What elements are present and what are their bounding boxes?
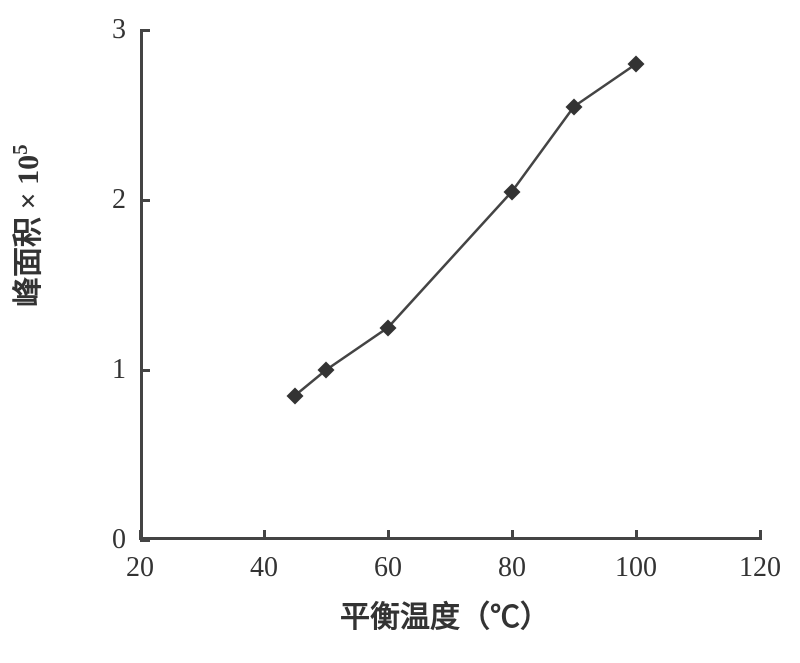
y-axis-label: 峰面积 × 105 (3, 267, 47, 307)
x-tick (635, 530, 638, 540)
x-tick (263, 530, 266, 540)
x-tick-label: 80 (498, 552, 526, 584)
x-tick-label: 20 (126, 552, 154, 584)
x-tick-label: 100 (615, 552, 657, 584)
x-tick (387, 530, 390, 540)
y-tick-label: 1 (112, 354, 126, 386)
y-tick-label: 0 (112, 524, 126, 556)
x-tick-label: 120 (739, 552, 781, 584)
y-tick (140, 369, 150, 372)
plot-area (140, 30, 760, 540)
x-tick (139, 530, 142, 540)
x-tick-label: 40 (250, 552, 278, 584)
y-tick (140, 29, 150, 32)
y-tick (140, 199, 150, 202)
x-axis-label: 平衡温度（℃） (340, 592, 550, 636)
chart-container: 0 1 2 3 20 40 60 80 100 120 峰面积 × 105 平衡温度（℃） (0, 0, 800, 663)
y-tick-label: 2 (112, 184, 126, 216)
x-tick (759, 530, 762, 540)
x-tick (511, 530, 514, 540)
y-tick-label: 3 (112, 14, 126, 46)
x-tick-label: 60 (374, 552, 402, 584)
